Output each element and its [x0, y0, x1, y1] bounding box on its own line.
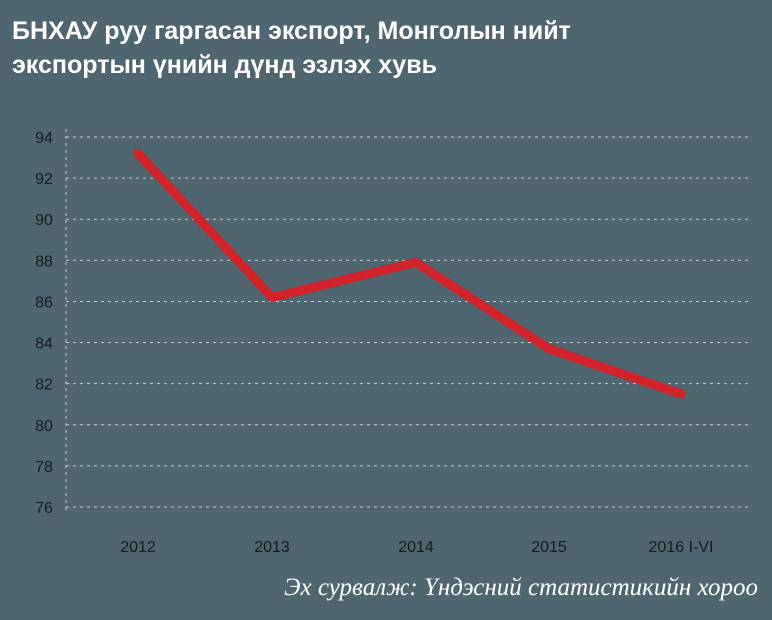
- series-line: [133, 148, 686, 399]
- data-point: [267, 292, 277, 302]
- y-tick-label: 92: [35, 171, 53, 188]
- y-tick-label: 80: [35, 418, 53, 435]
- y-tick-label: 94: [35, 130, 53, 147]
- chart-title-line-2: экспортын үнийн дүнд эзлэх хувь: [12, 51, 437, 79]
- data-point: [411, 257, 421, 267]
- y-tick-label: 90: [35, 212, 53, 229]
- data-point: [133, 148, 143, 158]
- x-tick-label: 2015: [531, 539, 567, 556]
- chart-title-line-1: БНХАУ руу гаргасан экспорт, Монголын ний…: [12, 17, 571, 45]
- data-point: [544, 344, 554, 354]
- chart-title: БНХАУ руу гаргасан экспорт, Монголын ний…: [12, 14, 762, 82]
- y-tick-label: 76: [35, 500, 53, 517]
- y-tick-label: 78: [35, 459, 53, 476]
- data-point: [676, 389, 686, 399]
- x-tick-label: 2013: [254, 539, 290, 556]
- y-tick-label: 88: [35, 253, 53, 270]
- y-tick-label: 82: [35, 377, 53, 394]
- source-note: Эх сурвалж: Үндэсний статистикийн хороо: [284, 574, 758, 601]
- x-tick-label: 2016 I-VI: [649, 539, 714, 556]
- x-tick-label: 2014: [398, 539, 434, 556]
- x-tick-label: 2012: [120, 539, 156, 556]
- y-tick-label: 84: [35, 336, 53, 353]
- y-tick-label: 86: [35, 294, 53, 311]
